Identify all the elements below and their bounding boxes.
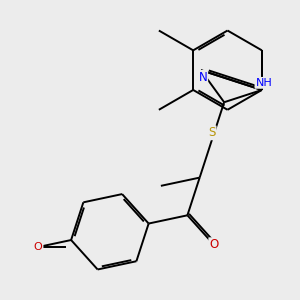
Text: O: O [209, 238, 219, 251]
Text: NH: NH [256, 78, 272, 88]
Text: O: O [34, 242, 43, 252]
Text: N: N [199, 71, 207, 84]
Text: S: S [208, 126, 216, 139]
